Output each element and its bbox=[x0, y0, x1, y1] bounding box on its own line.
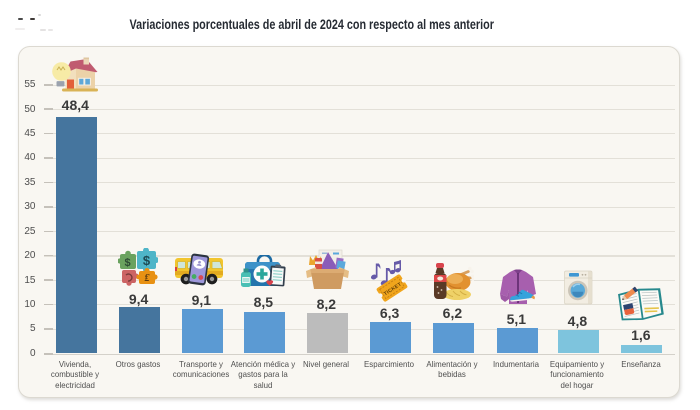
svg-text:₤: ₤ bbox=[144, 273, 151, 284]
svg-text:$: $ bbox=[143, 253, 151, 268]
svg-text:$: $ bbox=[124, 257, 130, 269]
